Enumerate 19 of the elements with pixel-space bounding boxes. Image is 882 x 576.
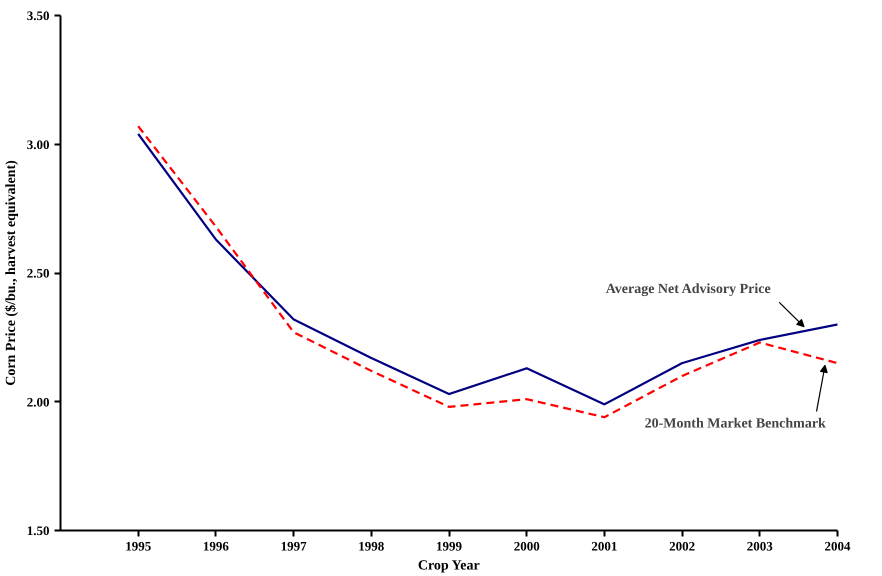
y-tick-label: 2.00 xyxy=(26,394,50,410)
x-axis-title: Crop Year xyxy=(418,558,480,574)
y-tick-label: 2.50 xyxy=(26,266,50,280)
x-tick-label: 1996 xyxy=(202,538,230,554)
x-tick-label: 2000 xyxy=(514,538,540,554)
text: Average Net Advisory Price xyxy=(606,282,771,298)
y-tick-label: 3.00 xyxy=(26,136,50,152)
series-label: 20-Month Market Benchmark xyxy=(644,416,826,432)
x-tick-label: 2002 xyxy=(669,538,696,554)
x-tick-label: 1997 xyxy=(280,538,308,554)
x-tick-label: 2001 xyxy=(591,538,618,554)
x-tick-label: 1995 xyxy=(125,538,152,554)
x-tick-label: 2003 xyxy=(746,538,774,554)
y-tick-label: 1.50 xyxy=(26,523,50,538)
x-tick-label: 1999 xyxy=(436,538,462,554)
x-tick-label: 2004 xyxy=(824,538,851,554)
y-axis-title: Corn Price ($/bu., harvest equivalent) xyxy=(4,160,19,386)
y-tick-label: 3.50 xyxy=(26,8,50,23)
x-tick-label: 1998 xyxy=(358,538,385,554)
